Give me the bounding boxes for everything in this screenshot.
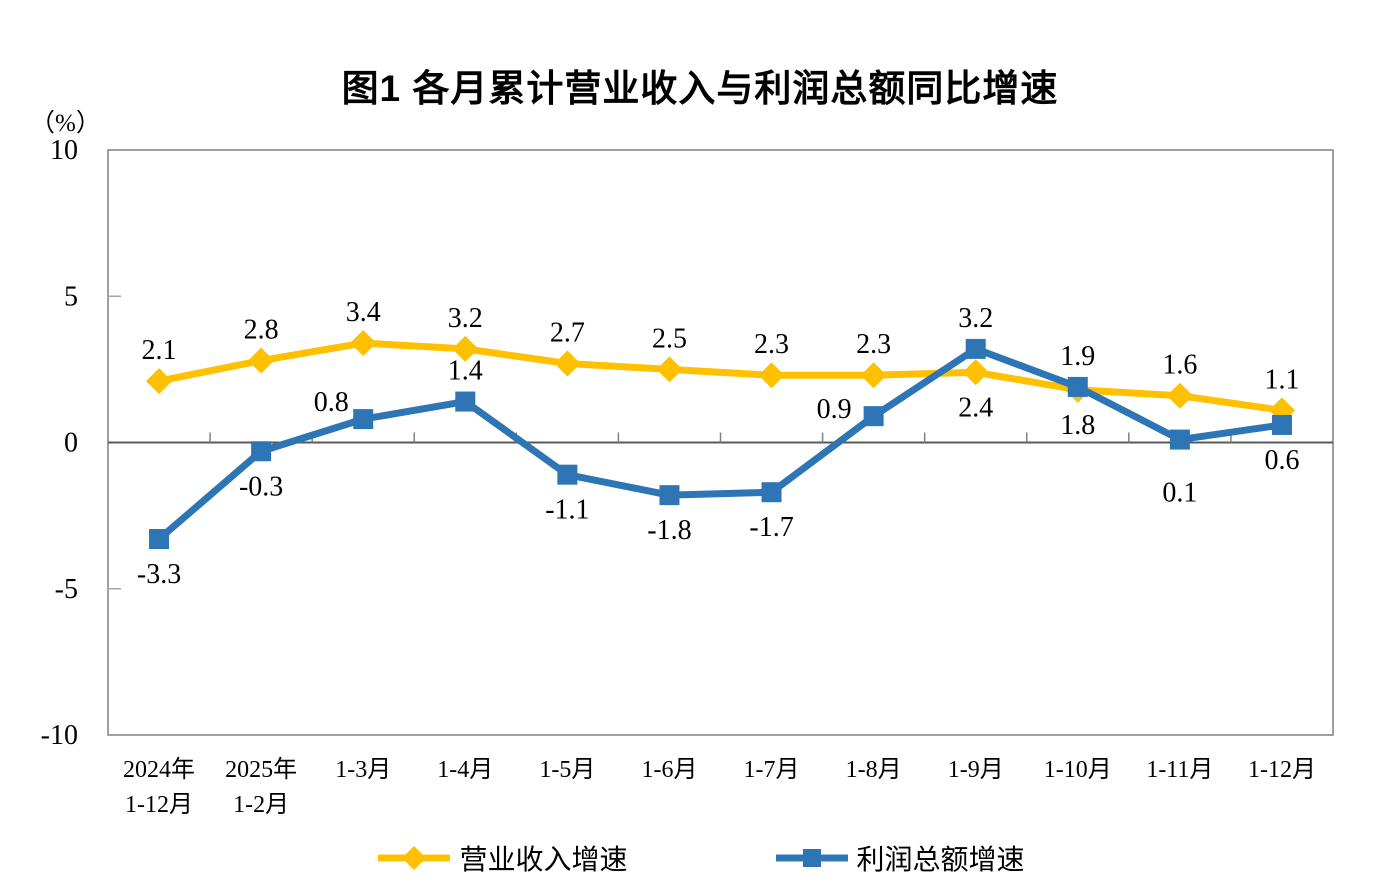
data-label: 1.8 (1060, 410, 1095, 441)
data-label: 3.2 (958, 303, 993, 334)
legend-label-profit: 利润总额增速 (856, 845, 1025, 876)
square-marker (149, 529, 170, 550)
diamond-marker (962, 359, 989, 386)
square-marker (557, 464, 578, 485)
x-category-label: 1-9月 (948, 757, 1004, 783)
x-category-label: 1-12月 (125, 792, 193, 818)
x-category-label: 1-6月 (641, 757, 697, 783)
x-category-label: 1-3月 (335, 757, 391, 783)
diamond-marker (452, 335, 479, 362)
diamond-marker (350, 330, 377, 357)
square-marker (251, 441, 272, 462)
x-category-label: 1-12月 (1248, 757, 1316, 783)
diamond-marker (146, 368, 173, 395)
data-label: -1.8 (647, 515, 691, 546)
data-label: 2.3 (754, 329, 789, 360)
data-label: 2.8 (244, 315, 279, 346)
diamond-marker (656, 356, 683, 383)
y-tick-label: 0 (64, 428, 78, 459)
square-marker (965, 338, 986, 359)
y-tick-label: -5 (55, 574, 78, 605)
y-tick-label: 10 (50, 135, 78, 166)
legend-item-revenue: 营业收入增速 (375, 838, 628, 878)
square-marker (659, 485, 680, 506)
data-label: 2.7 (550, 318, 585, 349)
x-category-label: 1-8月 (846, 757, 902, 783)
data-label: 0.1 (1162, 478, 1197, 509)
data-label: -1.1 (545, 495, 589, 526)
data-label: 2.4 (958, 392, 993, 423)
square-marker (863, 406, 884, 427)
data-label: 0.6 (1264, 445, 1299, 476)
diamond-marker (248, 347, 275, 374)
chart-title: 图1 各月累计营业收入与利润总额同比增速 (341, 68, 1059, 109)
square-marker (761, 482, 782, 503)
x-category-label: 2025年 (225, 756, 297, 783)
diamond-marker (758, 362, 785, 389)
x-category-label: 1-4月 (437, 757, 493, 783)
data-label: 1.1 (1264, 364, 1299, 395)
data-label: 2.3 (856, 329, 891, 360)
data-label: 2.5 (652, 323, 687, 354)
diamond-marker (554, 350, 581, 377)
x-category-label: 2024年 (123, 756, 195, 783)
x-category-label: 1-7月 (744, 757, 800, 783)
data-label: 1.6 (1162, 350, 1197, 381)
x-category-label: 1-2月 (233, 792, 289, 818)
chart-legend: 营业收入增速 利润总额增速 (0, 838, 1400, 878)
data-label: 0.9 (817, 394, 852, 425)
square-marker (455, 391, 476, 412)
series-line-0 (155, 339, 1286, 414)
plot-area: 10 5 0 -5 -10 2024年 1-12月 2025年 1-2月 1-3月 1-4月 1-5月… (41, 135, 1334, 818)
data-label: 3.4 (346, 297, 381, 328)
diamond-marker (1166, 382, 1193, 409)
profit-line-square-icon (775, 849, 848, 867)
square-marker (353, 409, 374, 430)
data-label: 0.8 (314, 387, 349, 418)
diamond-marker (860, 362, 887, 389)
square-marker (1271, 414, 1292, 435)
series-line-1 (155, 345, 1286, 543)
data-label: 1.4 (448, 356, 483, 387)
data-label: 3.2 (448, 303, 483, 334)
data-label: 1.9 (1060, 341, 1095, 372)
data-label: -0.3 (239, 471, 283, 502)
x-category-label: 1-5月 (539, 757, 595, 783)
y-tick-label: -10 (41, 720, 78, 751)
y-tick-label: 5 (64, 281, 78, 312)
x-category-label: 1-11月 (1146, 757, 1213, 783)
data-label: 2.1 (142, 335, 177, 366)
square-marker (1067, 376, 1088, 397)
x-category-label: 1-10月 (1044, 757, 1112, 783)
revenue-line-diamond-icon (378, 846, 451, 870)
y-axis-unit-label: （%） (30, 110, 101, 137)
legend-label-revenue: 营业收入增速 (459, 845, 628, 876)
legend-item-profit: 利润总额增速 (773, 838, 1025, 878)
data-label: -3.3 (137, 559, 181, 590)
data-label: -1.7 (749, 512, 793, 543)
square-marker (1169, 429, 1190, 450)
